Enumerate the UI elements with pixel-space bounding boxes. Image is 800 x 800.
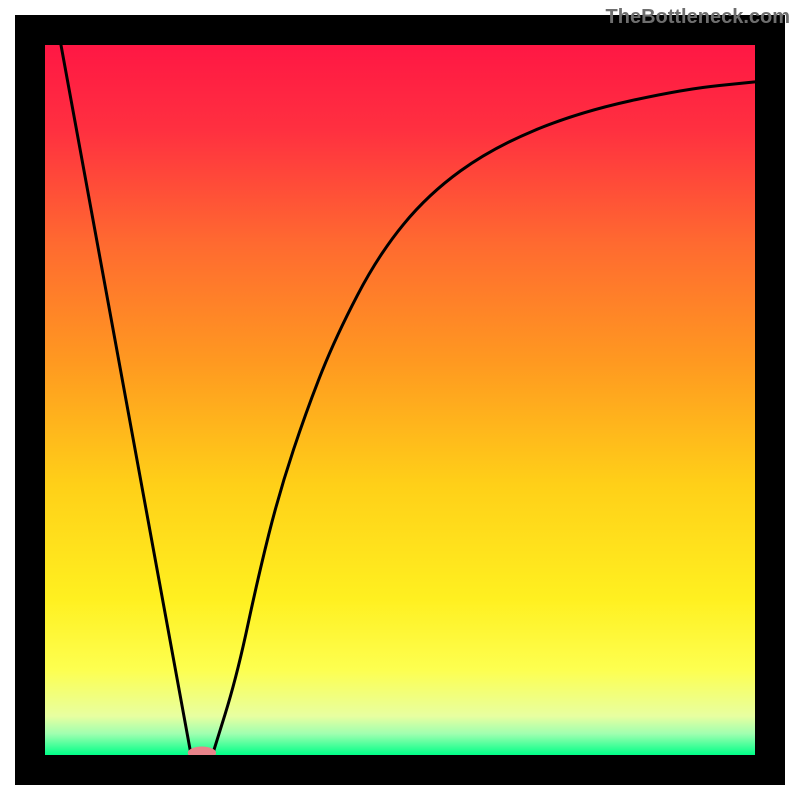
- bottleneck-chart-svg: [0, 0, 800, 800]
- watermark-text: TheBottleneck.com: [606, 6, 790, 29]
- gradient-background: [45, 45, 755, 755]
- bottleneck-chart-container: TheBottleneck.com: [0, 0, 800, 800]
